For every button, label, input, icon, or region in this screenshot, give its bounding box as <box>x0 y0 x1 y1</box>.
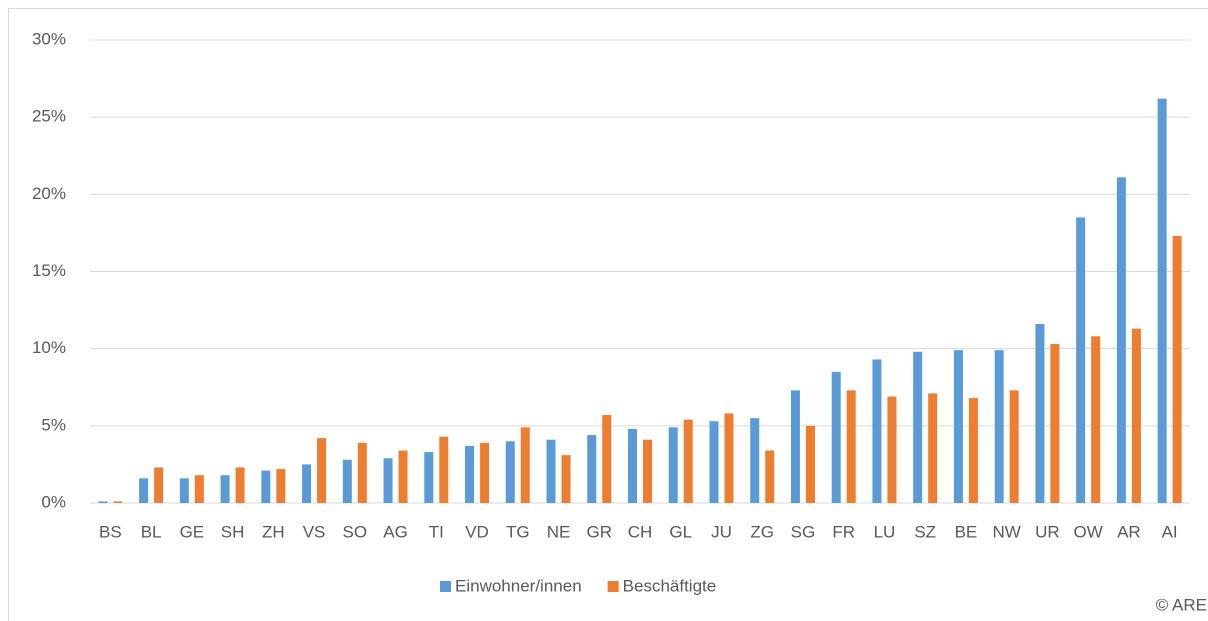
bar <box>913 351 923 503</box>
x-tick-label: TG <box>506 522 530 541</box>
x-tick-label: CH <box>628 522 653 541</box>
bar <box>276 469 286 503</box>
x-tick-label: VD <box>465 522 489 541</box>
x-tick-label: SO <box>343 522 368 541</box>
y-tick-label: 20% <box>32 184 66 203</box>
bar <box>668 427 678 503</box>
bar <box>194 475 204 503</box>
x-tick-label: AI <box>1162 522 1178 541</box>
bar <box>439 436 449 503</box>
copyright: © ARE <box>1156 595 1207 614</box>
y-tick-label: 0% <box>41 492 66 511</box>
bar <box>587 435 597 503</box>
y-tick-label: 30% <box>32 29 66 48</box>
bar <box>561 455 571 503</box>
bar <box>342 459 352 503</box>
x-tick-label: SZ <box>914 522 936 541</box>
bar <box>424 452 434 503</box>
y-tick-label: 10% <box>32 338 66 357</box>
bar <box>179 478 189 503</box>
bar <box>465 445 475 503</box>
legend-label: Einwohner/innen <box>455 576 582 595</box>
bar <box>805 425 815 503</box>
x-tick-label: ZG <box>750 522 774 541</box>
legend-swatch <box>440 581 451 592</box>
y-tick-label: 15% <box>32 261 66 280</box>
y-tick-label: 5% <box>41 415 66 434</box>
x-tick-label: LU <box>874 522 896 541</box>
x-tick-label: SG <box>791 522 816 541</box>
x-tick-label: UR <box>1035 522 1060 541</box>
x-tick-label: BS <box>99 522 122 541</box>
x-tick-label: NE <box>547 522 571 541</box>
bar <box>261 470 271 503</box>
x-tick-label: GR <box>587 522 613 541</box>
bar <box>1091 336 1101 503</box>
x-tick-label: VS <box>303 522 326 541</box>
legend-label: Beschäftigte <box>623 576 717 595</box>
x-tick-label: AR <box>1117 522 1141 541</box>
bar <box>1157 98 1167 503</box>
bar <box>643 439 652 503</box>
x-tick-label: BE <box>955 522 978 541</box>
bar <box>398 450 408 503</box>
x-tick-label: GL <box>669 522 692 541</box>
chart-border <box>8 8 1208 621</box>
x-tick-label: SH <box>221 522 245 541</box>
bar <box>505 441 515 503</box>
bar <box>628 428 637 503</box>
bar <box>683 419 693 503</box>
bar <box>480 442 490 503</box>
bar <box>139 478 149 503</box>
x-tick-label: JU <box>711 522 732 541</box>
bar <box>928 393 938 503</box>
bar <box>846 390 856 503</box>
bar <box>1076 217 1086 503</box>
bar <box>790 390 800 503</box>
bar <box>1172 236 1182 503</box>
bar <box>602 415 612 503</box>
bar <box>98 501 108 503</box>
bar <box>383 458 393 503</box>
bar <box>1035 323 1045 503</box>
bar <box>994 350 1004 503</box>
x-tick-label: NW <box>993 522 1021 541</box>
bar <box>872 359 882 503</box>
bar <box>520 427 530 503</box>
bar <box>220 475 230 503</box>
bar <box>154 467 164 503</box>
x-tick-label: FR <box>832 522 855 541</box>
bar <box>1050 344 1060 503</box>
x-tick-label: ZH <box>262 522 285 541</box>
bar <box>1116 177 1126 503</box>
bar <box>887 396 897 503</box>
bar <box>357 442 367 503</box>
bar <box>709 421 719 503</box>
bar <box>724 413 734 503</box>
bar <box>302 464 312 503</box>
bar <box>317 438 327 503</box>
x-tick-label: OW <box>1074 522 1103 541</box>
legend-swatch <box>607 581 619 592</box>
bar <box>765 450 775 503</box>
bar <box>113 501 123 503</box>
bar <box>235 467 245 503</box>
bar <box>546 439 556 503</box>
bar <box>968 398 978 503</box>
bar <box>1009 390 1019 503</box>
bar <box>750 418 760 503</box>
x-tick-label: TI <box>429 522 444 541</box>
bar <box>831 371 841 503</box>
x-tick-label: GE <box>180 522 205 541</box>
bar <box>1131 328 1141 503</box>
x-tick-label: BL <box>141 522 162 541</box>
bar <box>953 350 963 503</box>
y-tick-label: 25% <box>32 107 66 126</box>
x-tick-label: AG <box>383 522 408 541</box>
